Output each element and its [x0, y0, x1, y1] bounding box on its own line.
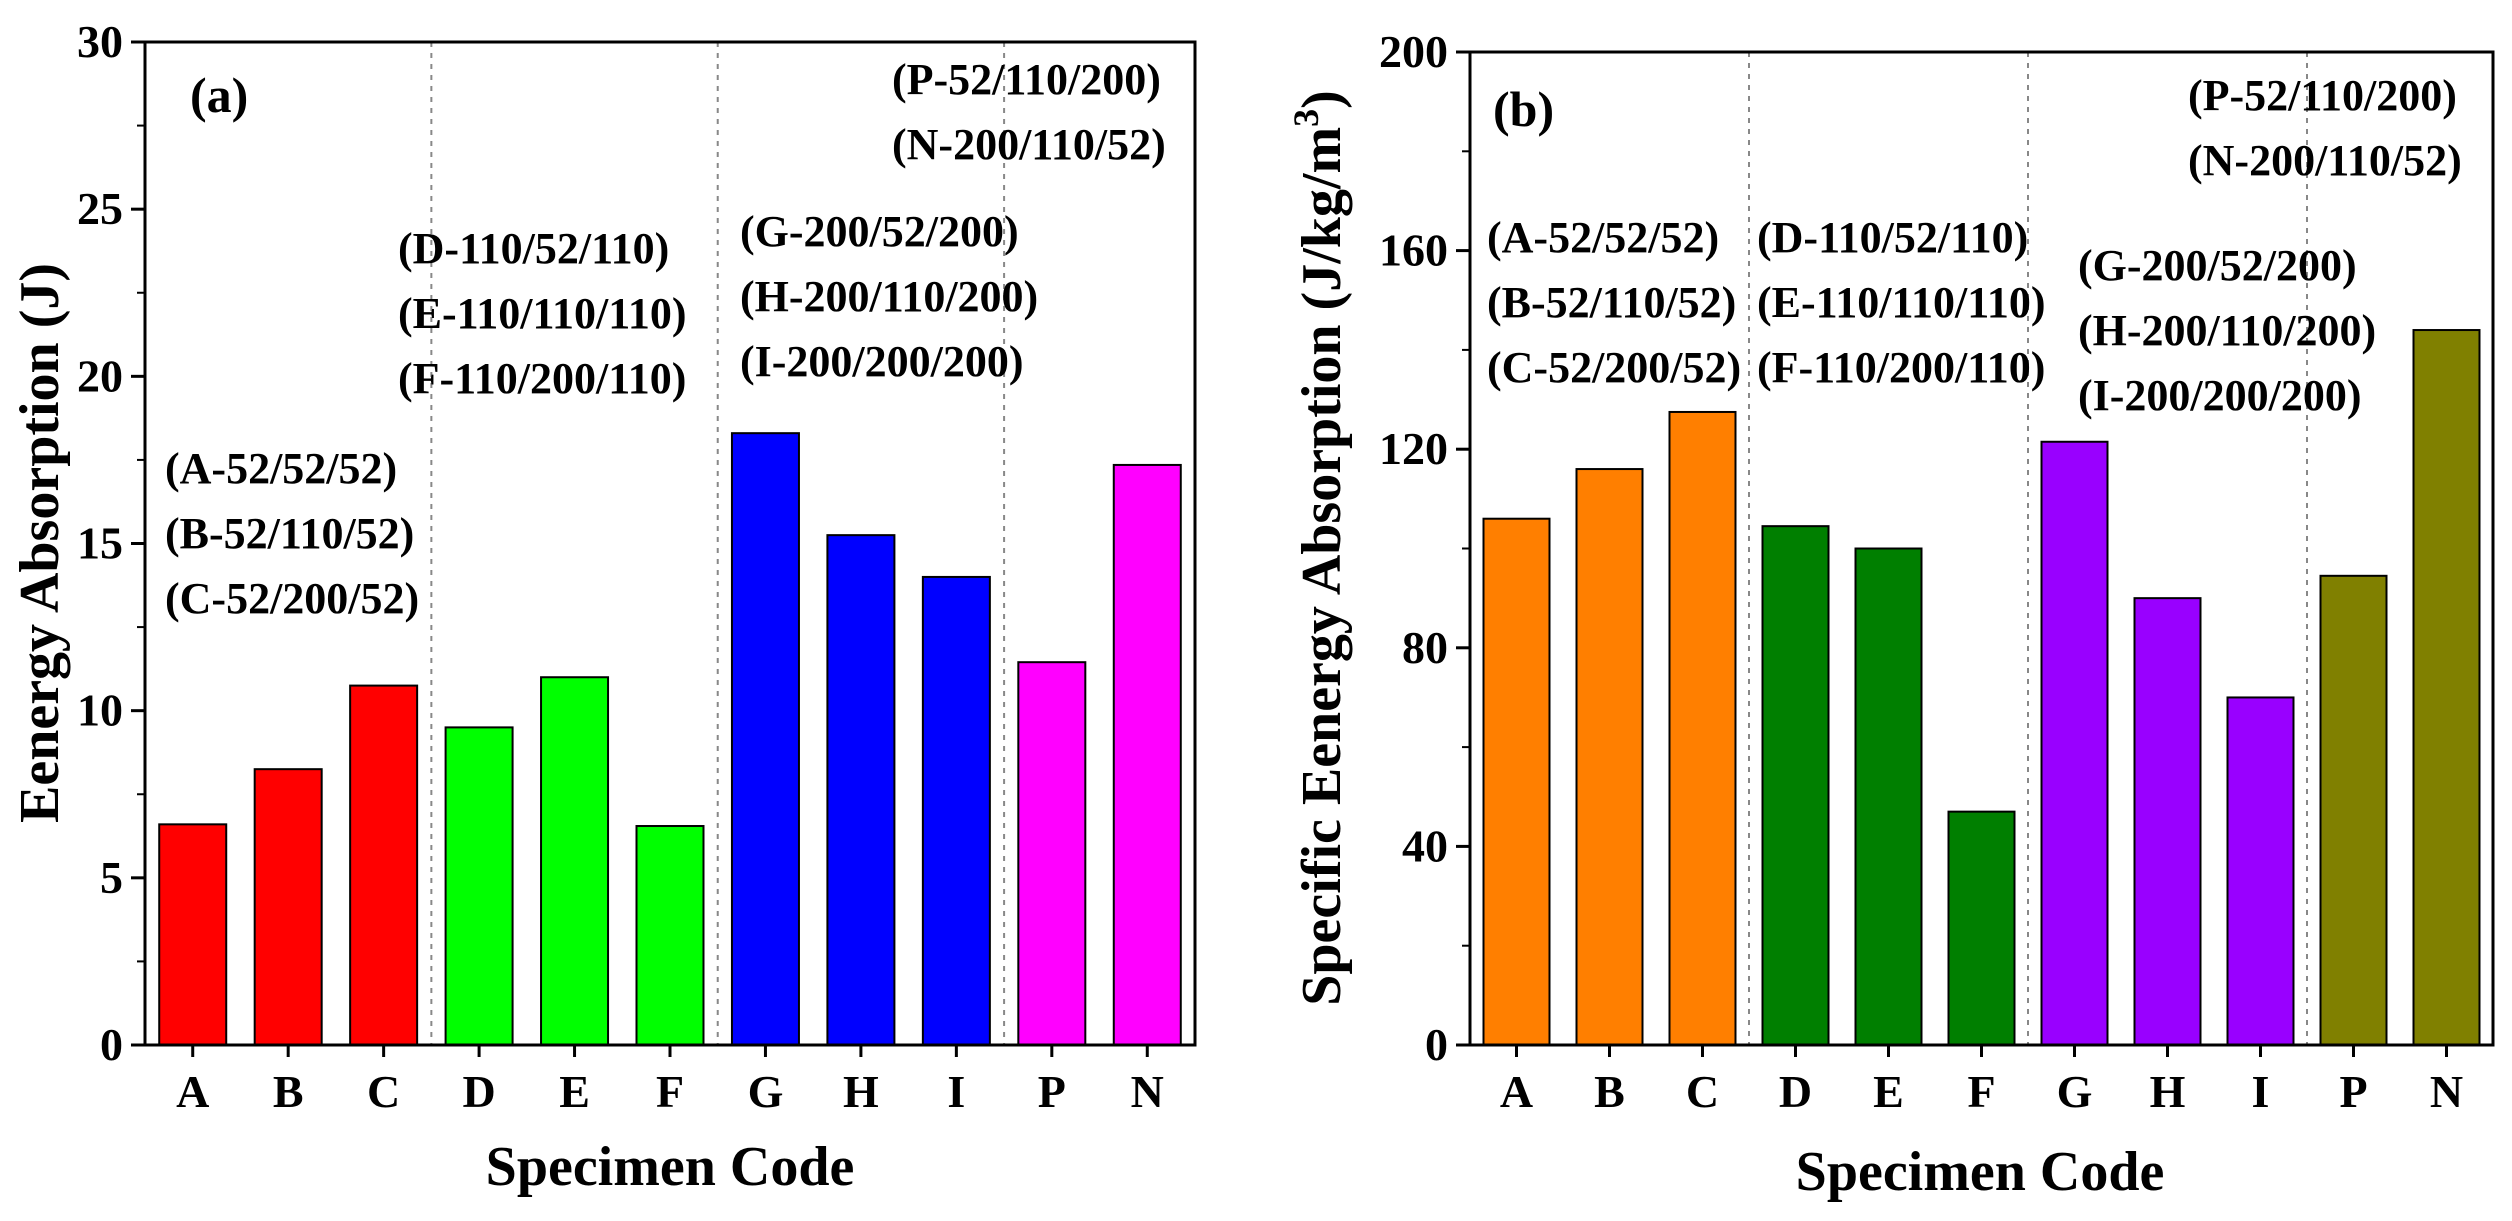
- annotation-label: (F-110/200/110): [1757, 343, 2045, 392]
- annotation-label: (A-52/52/52): [1487, 213, 1719, 262]
- x-axis-title: Specimen Code: [486, 1136, 855, 1198]
- y-tick-label: 25: [77, 183, 123, 234]
- bar-F: [635, 825, 705, 1046]
- annotation-label: (C-52/200/52): [165, 574, 419, 623]
- bar-C: [349, 684, 419, 1046]
- annotation-label: (N-200/110/52): [2188, 136, 2462, 185]
- bar-A: [1482, 517, 1551, 1046]
- bar-A: [158, 823, 228, 1047]
- x-axis-title: Specimen Code: [1796, 1141, 2165, 1203]
- x-tick-label-A: A: [176, 1066, 209, 1117]
- annotation-label: (G-200/52/200): [2078, 241, 2357, 290]
- y-tick-label: 0: [1425, 1019, 1448, 1070]
- bar-N: [1112, 463, 1182, 1047]
- annotation-label: (I-200/200/200): [740, 337, 1024, 386]
- annotation-label: (H-200/110/200): [2078, 306, 2376, 355]
- x-tick-label-N: N: [1131, 1066, 1164, 1117]
- bar-G: [2040, 440, 2109, 1046]
- x-tick-label-C: C: [367, 1066, 400, 1117]
- y-axis-title: Eenergy Absorption (J): [9, 263, 71, 823]
- x-tick-label-H: H: [843, 1066, 879, 1117]
- y-tick-label: 30: [77, 16, 123, 67]
- y-tick-label: 5: [100, 852, 123, 903]
- annotation-label: (P-52/110/200): [2188, 71, 2457, 120]
- annotation-label: (E-110/110/110): [1757, 278, 2045, 327]
- annotation-label: (A-52/52/52): [165, 444, 397, 493]
- annotation-label: (E-110/110/110): [398, 289, 686, 338]
- annotation-label: (B-52/110/52): [1487, 278, 1736, 327]
- x-tick-label-I: I: [947, 1066, 965, 1117]
- y-tick-label: 120: [1379, 423, 1448, 474]
- annotation-label: (N-200/110/52): [892, 120, 1166, 169]
- annotation-label: (D-110/52/110): [398, 224, 669, 273]
- x-tick-label-H: H: [2150, 1066, 2186, 1117]
- x-tick-label-I: I: [2252, 1066, 2270, 1117]
- bar-H: [2133, 597, 2202, 1047]
- bar-E: [1854, 547, 1923, 1046]
- bar-I: [2226, 696, 2295, 1046]
- x-tick-label-B: B: [273, 1066, 304, 1117]
- panel-label: (b): [1493, 81, 1554, 137]
- x-tick-label-G: G: [2057, 1066, 2093, 1117]
- bar-N: [2412, 329, 2481, 1047]
- annotation-label: (P-52/110/200): [892, 55, 1161, 104]
- annotation-label: (G-200/52/200): [740, 207, 1019, 256]
- x-tick-label-E: E: [559, 1066, 590, 1117]
- x-tick-label-G: G: [748, 1066, 784, 1117]
- bar-D: [1761, 525, 1830, 1046]
- annotation-label: (F-110/200/110): [398, 354, 686, 403]
- x-tick-label-D: D: [462, 1066, 495, 1117]
- panel-a: 0 5 10 15 20 25 30 A B C D E F G H I P N Specimen Code Eene…: [9, 16, 1197, 1198]
- annotation-label: (D-110/52/110): [1757, 213, 2028, 262]
- annotation-label: (C-52/200/52): [1487, 343, 1741, 392]
- bar-I: [921, 575, 991, 1047]
- bar-H: [826, 534, 896, 1046]
- x-tick-label-F: F: [656, 1066, 684, 1117]
- y-tick-label: 20: [77, 350, 123, 401]
- panel-label: (a): [190, 67, 248, 123]
- y-tick-label: 200: [1379, 26, 1448, 77]
- x-tick-label-C: C: [1686, 1066, 1719, 1117]
- y-tick-label: 80: [1402, 622, 1448, 673]
- x-tick-label-B: B: [1594, 1066, 1625, 1117]
- x-tick-label-A: A: [1500, 1066, 1533, 1117]
- bar-G: [730, 432, 800, 1047]
- y-tick-label: 10: [77, 685, 123, 736]
- y-tick-label: 40: [1402, 820, 1448, 871]
- bar-E: [540, 676, 610, 1046]
- x-tick-label-E: E: [1873, 1066, 1904, 1117]
- x-tick-label-F: F: [1967, 1066, 1995, 1117]
- bar-P: [2319, 574, 2388, 1046]
- bar-C: [1668, 410, 1737, 1046]
- y-tick-label: 160: [1379, 225, 1448, 276]
- bar-D: [444, 726, 514, 1047]
- annotation-label: (I-200/200/200): [2078, 371, 2362, 420]
- panel-b: 0 40 80 120 160 200 A B C D E F G H I P N Specimen Code Sp…: [1286, 26, 2495, 1203]
- bar-B: [253, 768, 323, 1046]
- y-tick-label: 0: [100, 1019, 123, 1070]
- x-tick-label-P: P: [1038, 1066, 1066, 1117]
- x-tick-label-D: D: [1779, 1066, 1812, 1117]
- x-tick-label-N: N: [2430, 1066, 2463, 1117]
- x-tick-label-P: P: [2339, 1066, 2367, 1117]
- annotation-label: (B-52/110/52): [165, 509, 414, 558]
- annotation-label: (H-200/110/200): [740, 272, 1038, 321]
- y-axis-title: Specific Eenergy Absorption (J/kg/m3): [1286, 90, 1353, 1006]
- bar-P: [1017, 661, 1087, 1047]
- bar-F: [1947, 810, 2016, 1047]
- bar-B: [1575, 468, 1644, 1046]
- y-tick-label: 15: [77, 518, 123, 569]
